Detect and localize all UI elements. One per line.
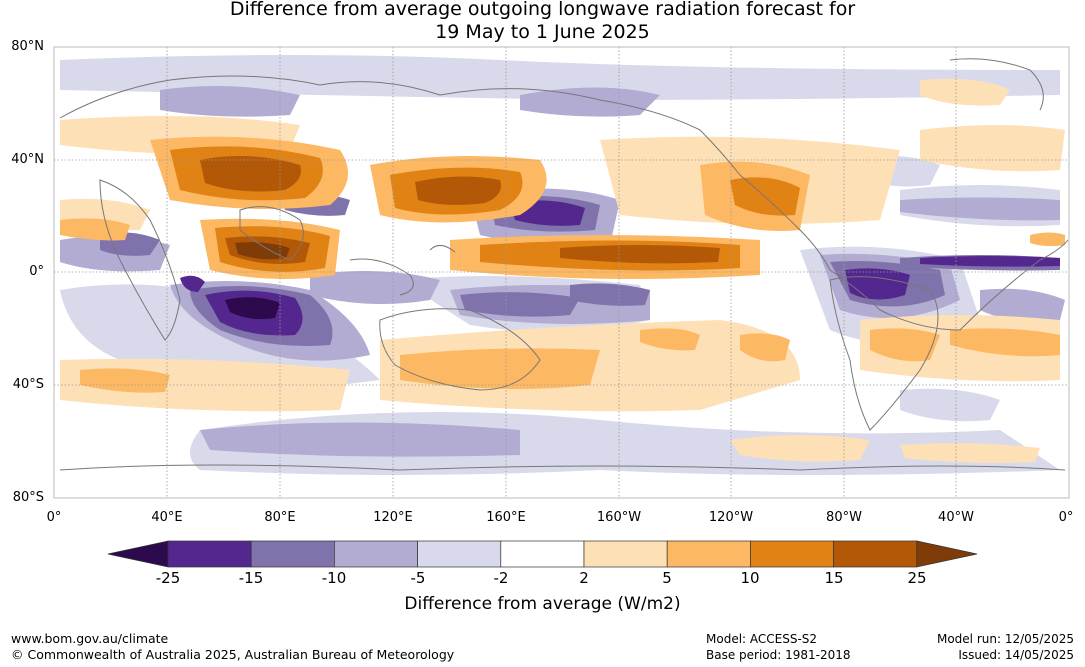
colorbar-segment [666, 540, 751, 568]
colorbar-segment [750, 540, 834, 568]
lon-label-120w: 120°W [708, 510, 754, 525]
lon-label-40w: 40°W [938, 510, 974, 525]
anomaly-extreme-positive [235, 242, 290, 260]
lat-label-40s: 40°S [12, 377, 44, 392]
footer-website: www.bom.gov.au/climate [11, 631, 169, 646]
lat-label-80n: 80°N [11, 39, 44, 54]
lat-label-80s: 80°S [12, 490, 44, 505]
lon-label-160w: 160°W [596, 510, 642, 525]
lon-label-80w: 80°W [826, 510, 862, 525]
colorbar-segment [250, 540, 335, 568]
anomaly-very-strong-positive [200, 156, 720, 264]
colorbar-tick-label: -2 [493, 569, 509, 587]
map-title-line-2: 19 May to 1 June 2025 [435, 21, 650, 43]
anomaly-very-strong-negative [180, 200, 1060, 336]
colorbar-title: Difference from average (W/m2) [404, 594, 681, 614]
footer-base-period: Base period: 1981-2018 [706, 648, 851, 662]
colorbar-tick-label: -10 [321, 569, 347, 587]
anomaly-extreme-negative [225, 297, 280, 320]
colorbar-tick-label: -15 [238, 569, 264, 587]
map-title-line-1: Difference from average outgoing longwav… [229, 0, 856, 20]
lat-label-40n: 40°N [11, 152, 44, 167]
colorbar-segment [334, 540, 418, 568]
colorbar-tick-label: 15 [824, 569, 844, 587]
colorbar-segment [833, 540, 918, 568]
colorbar-segment [500, 540, 585, 568]
colorbar-tick-label: -5 [410, 569, 426, 587]
lon-label-0-east: 0° [1058, 510, 1074, 525]
colorbar-tick-label: -25 [155, 569, 181, 587]
footer-copyright: © Commonwealth of Australia 2025, Austra… [11, 647, 455, 662]
anomaly-field [54, 47, 1069, 498]
map-frame [53, 46, 1070, 499]
lon-label-40e: 40°E [151, 510, 183, 525]
colorbar-tick-label: 25 [907, 569, 927, 587]
colorbar-tick-label: 2 [579, 569, 589, 587]
colorbar-arrow-max [916, 540, 978, 568]
colorbar-segment [583, 540, 668, 568]
footer-model: Model: ACCESS-S2 [706, 632, 818, 646]
lat-label-0: 0° [29, 264, 44, 279]
colorbar-segment [417, 540, 502, 568]
coastlines [59, 58, 1069, 471]
colorbar-tick-label: 10 [740, 569, 760, 587]
colorbar-tick-label: 5 [662, 569, 672, 587]
colorbar-segment [167, 540, 252, 568]
lon-label-120e: 120°E [373, 510, 413, 525]
lon-label-0-west: 0° [46, 510, 62, 525]
colorbar [107, 540, 978, 568]
map-gridlines [54, 47, 1069, 498]
footer-model-run: Model run: 12/05/2025 [936, 632, 1074, 646]
lon-label-80e: 80°E [264, 510, 296, 525]
footer-issued: Issued: 14/05/2025 [958, 648, 1074, 662]
lon-label-160e: 160°E [486, 510, 526, 525]
colorbar-arrow-min [107, 540, 169, 568]
